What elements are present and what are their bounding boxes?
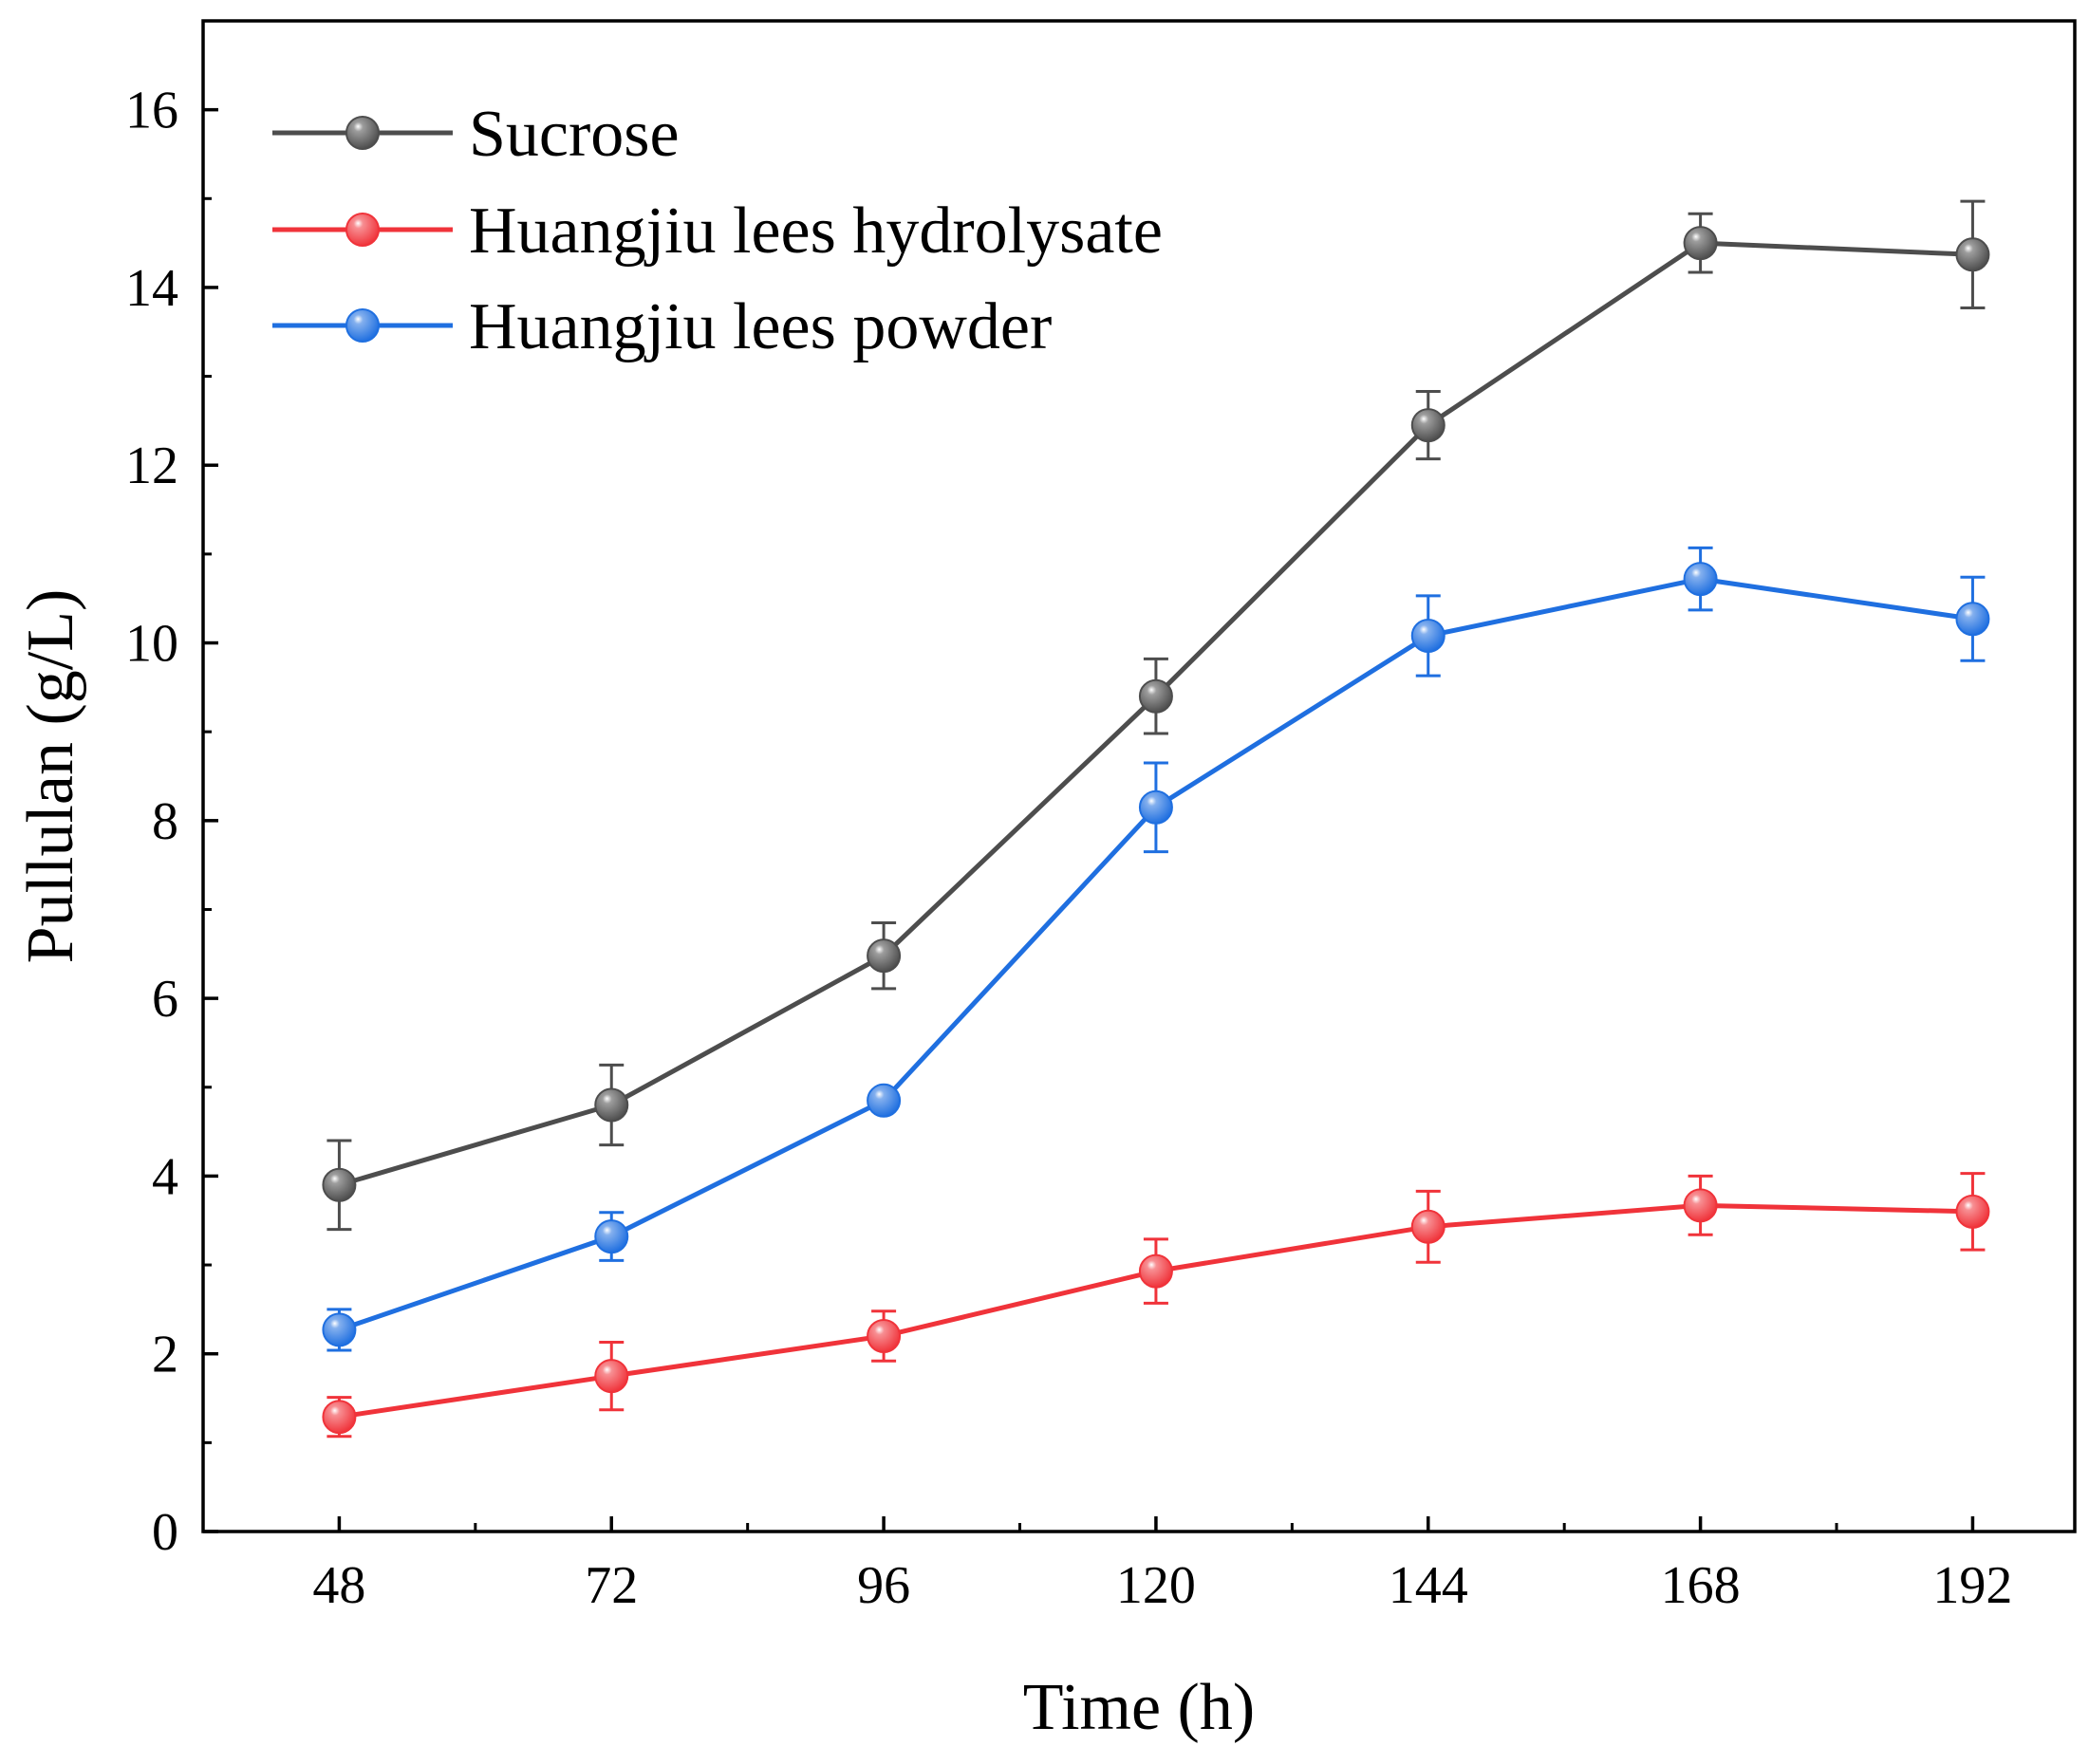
data-point (594, 1359, 629, 1394)
y-tick-label: 4 (152, 1147, 178, 1206)
series-0 (322, 199, 1990, 1232)
legend: Sucrose Huangjiu lees hydrolysate Huangjiu… (272, 98, 1163, 363)
data-point (1955, 237, 1990, 272)
legend-marker (345, 213, 380, 247)
axes-layer: 0 2 4 6 8 10 12 14 16 48 72 96 120 144 168 192 (125, 19, 2012, 1615)
data-point (322, 1312, 357, 1347)
data-point (1683, 226, 1718, 261)
legend-label: Huangjiu lees hydrolysate (469, 195, 1163, 268)
y-tick-label: 14 (125, 259, 178, 318)
x-tick-label: 96 (857, 1556, 910, 1615)
data-point (1955, 1194, 1990, 1229)
data-point (322, 1167, 357, 1202)
y-tick-label: 8 (152, 792, 178, 851)
y-tick-label: 10 (125, 615, 178, 674)
x-axis-title: Time (h) (1023, 1671, 1255, 1744)
x-tick-label: 120 (1116, 1556, 1196, 1615)
series-2 (322, 546, 1990, 1352)
legend-item-1: Huangjiu lees hydrolysate (272, 195, 1163, 268)
y-tick-label: 2 (152, 1326, 178, 1384)
y-tick-label: 12 (125, 436, 178, 495)
y-tick-label: 16 (125, 82, 178, 140)
data-point (867, 938, 902, 974)
data-point (1683, 1188, 1718, 1223)
data-point (1410, 1209, 1446, 1244)
x-tick-label: 72 (585, 1556, 638, 1615)
series-1 (322, 1172, 1990, 1439)
x-tick-label: 192 (1932, 1556, 2012, 1615)
data-point (867, 1083, 902, 1118)
data-point (1410, 408, 1446, 443)
data-point (322, 1400, 357, 1435)
data-point (1955, 602, 1990, 637)
data-point (867, 1318, 902, 1353)
x-tick-label: 144 (1389, 1556, 1468, 1615)
x-tick-label: 168 (1661, 1556, 1741, 1615)
series-line (339, 1202, 1973, 1420)
legend-label: Sucrose (469, 98, 680, 171)
data-point (1410, 619, 1446, 654)
x-tick-label: 48 (312, 1556, 365, 1615)
data-point (1138, 678, 1173, 714)
y-tick-label: 0 (152, 1503, 178, 1562)
plot-frame (201, 19, 2077, 1533)
legend-label: Huangjiu lees powder (469, 290, 1052, 363)
series-layer (322, 199, 1990, 1439)
data-point (1138, 1253, 1173, 1289)
y-tick-label: 6 (152, 970, 178, 1029)
y-axis-title: Pullulan (g/L) (14, 589, 87, 964)
legend-marker (345, 308, 380, 343)
data-point (594, 1087, 629, 1123)
legend-marker (345, 116, 380, 150)
legend-item-0: Sucrose (272, 98, 680, 171)
data-point (1138, 789, 1173, 825)
data-point (594, 1219, 629, 1254)
legend-item-2: Huangjiu lees powder (272, 290, 1052, 363)
data-point (1683, 562, 1718, 597)
